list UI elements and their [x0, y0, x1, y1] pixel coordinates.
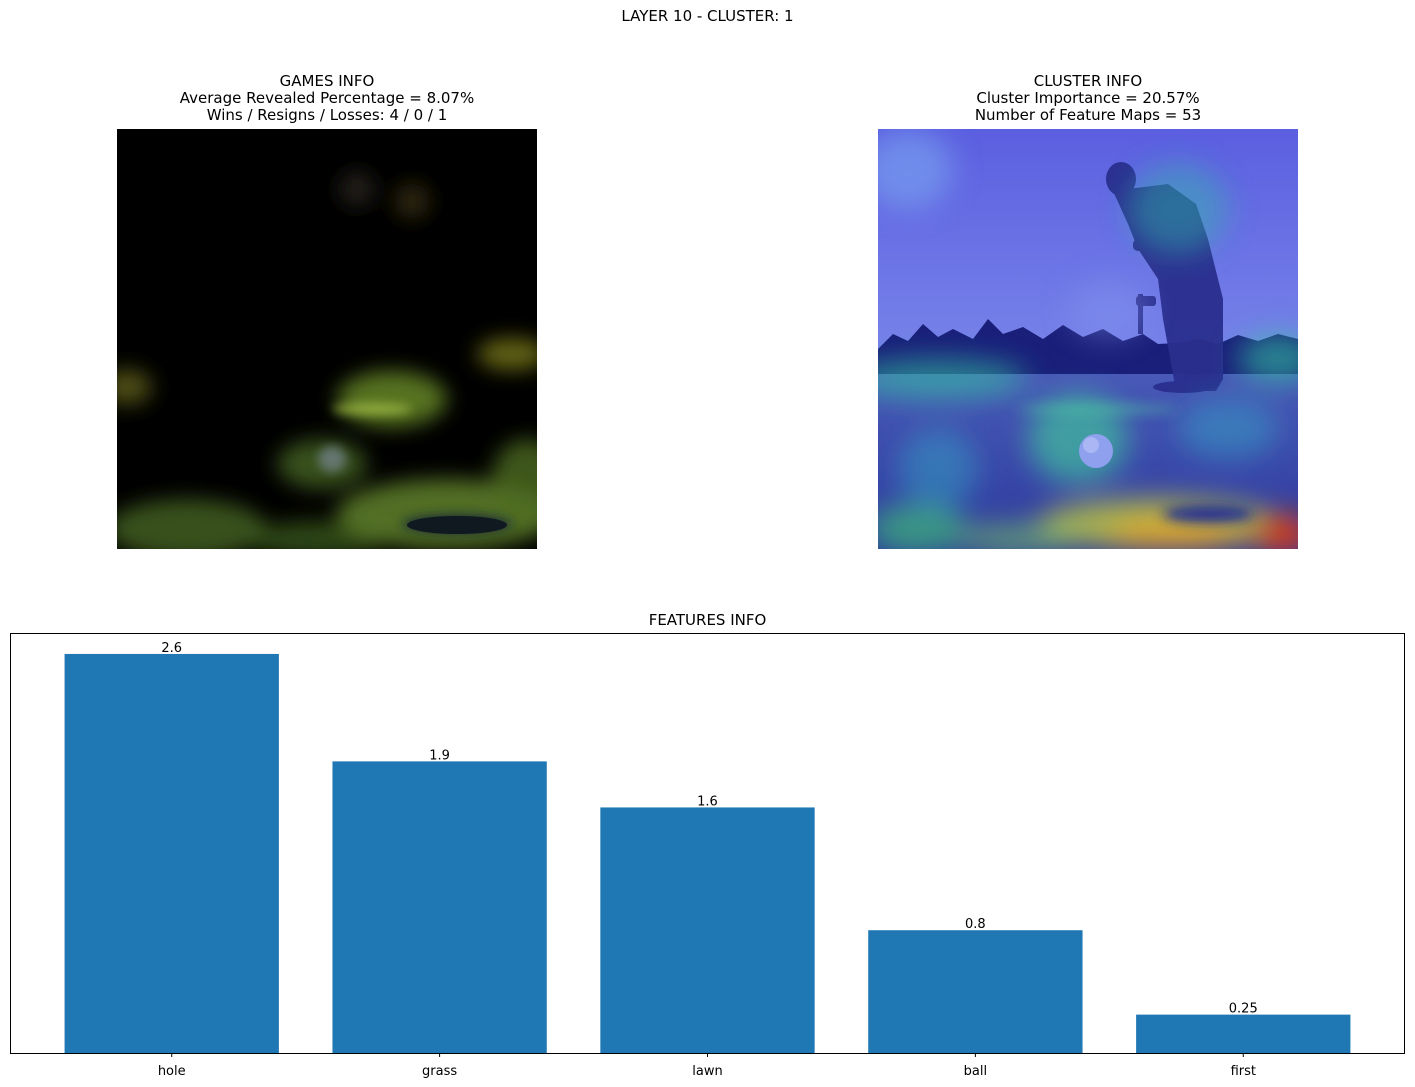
x-tick-label-grass: grass — [422, 1064, 457, 1079]
cluster-heatmap-image — [878, 129, 1298, 549]
bar-hole — [64, 653, 279, 1053]
bar-ball — [868, 930, 1083, 1053]
games-info-revealed-percentage: Average Revealed Percentage = 8.07% — [179, 89, 475, 107]
data-label-lawn: 1.6 — [697, 794, 718, 809]
x-tick-label-first: first — [1231, 1064, 1256, 1079]
revealed-image — [117, 129, 537, 549]
x-tick-label-ball: ball — [964, 1064, 987, 1079]
features-bar-chart: 2.6 hole 1.9 grass 1.6 lawn 0.8 ball 0.25 first — [10, 633, 1405, 1079]
data-label-hole: 2.6 — [161, 641, 182, 656]
data-label-grass: 1.9 — [429, 748, 450, 763]
x-tick-label-lawn: lawn — [692, 1064, 722, 1079]
cluster-info-importance: Cluster Importance = 20.57% — [976, 89, 1200, 107]
plot-frame — [10, 633, 1405, 1054]
games-info-wins-resigns-losses: Wins / Resigns / Losses: 4 / 0 / 1 — [206, 106, 448, 124]
bar-lawn — [600, 807, 815, 1053]
chart-title: FEATURES INFO — [648, 611, 767, 629]
bar-grass — [332, 761, 547, 1053]
figure-title: LAYER 10 - CLUSTER: 1 — [621, 7, 794, 25]
games-info-title: GAMES INFO Average Revealed Percentage =… — [77, 73, 577, 124]
bar-first — [1136, 1014, 1351, 1053]
data-label-first: 0.25 — [1229, 1002, 1258, 1017]
x-tick-label-hole: hole — [158, 1064, 186, 1079]
cluster-info-heading: CLUSTER INFO — [1033, 72, 1143, 90]
cluster-info-title: CLUSTER INFO Cluster Importance = 20.57%… — [838, 73, 1338, 124]
cluster-info-feature-maps: Number of Feature Maps = 53 — [974, 106, 1202, 124]
data-label-ball: 0.8 — [965, 917, 986, 932]
games-info-heading: GAMES INFO — [279, 72, 375, 90]
